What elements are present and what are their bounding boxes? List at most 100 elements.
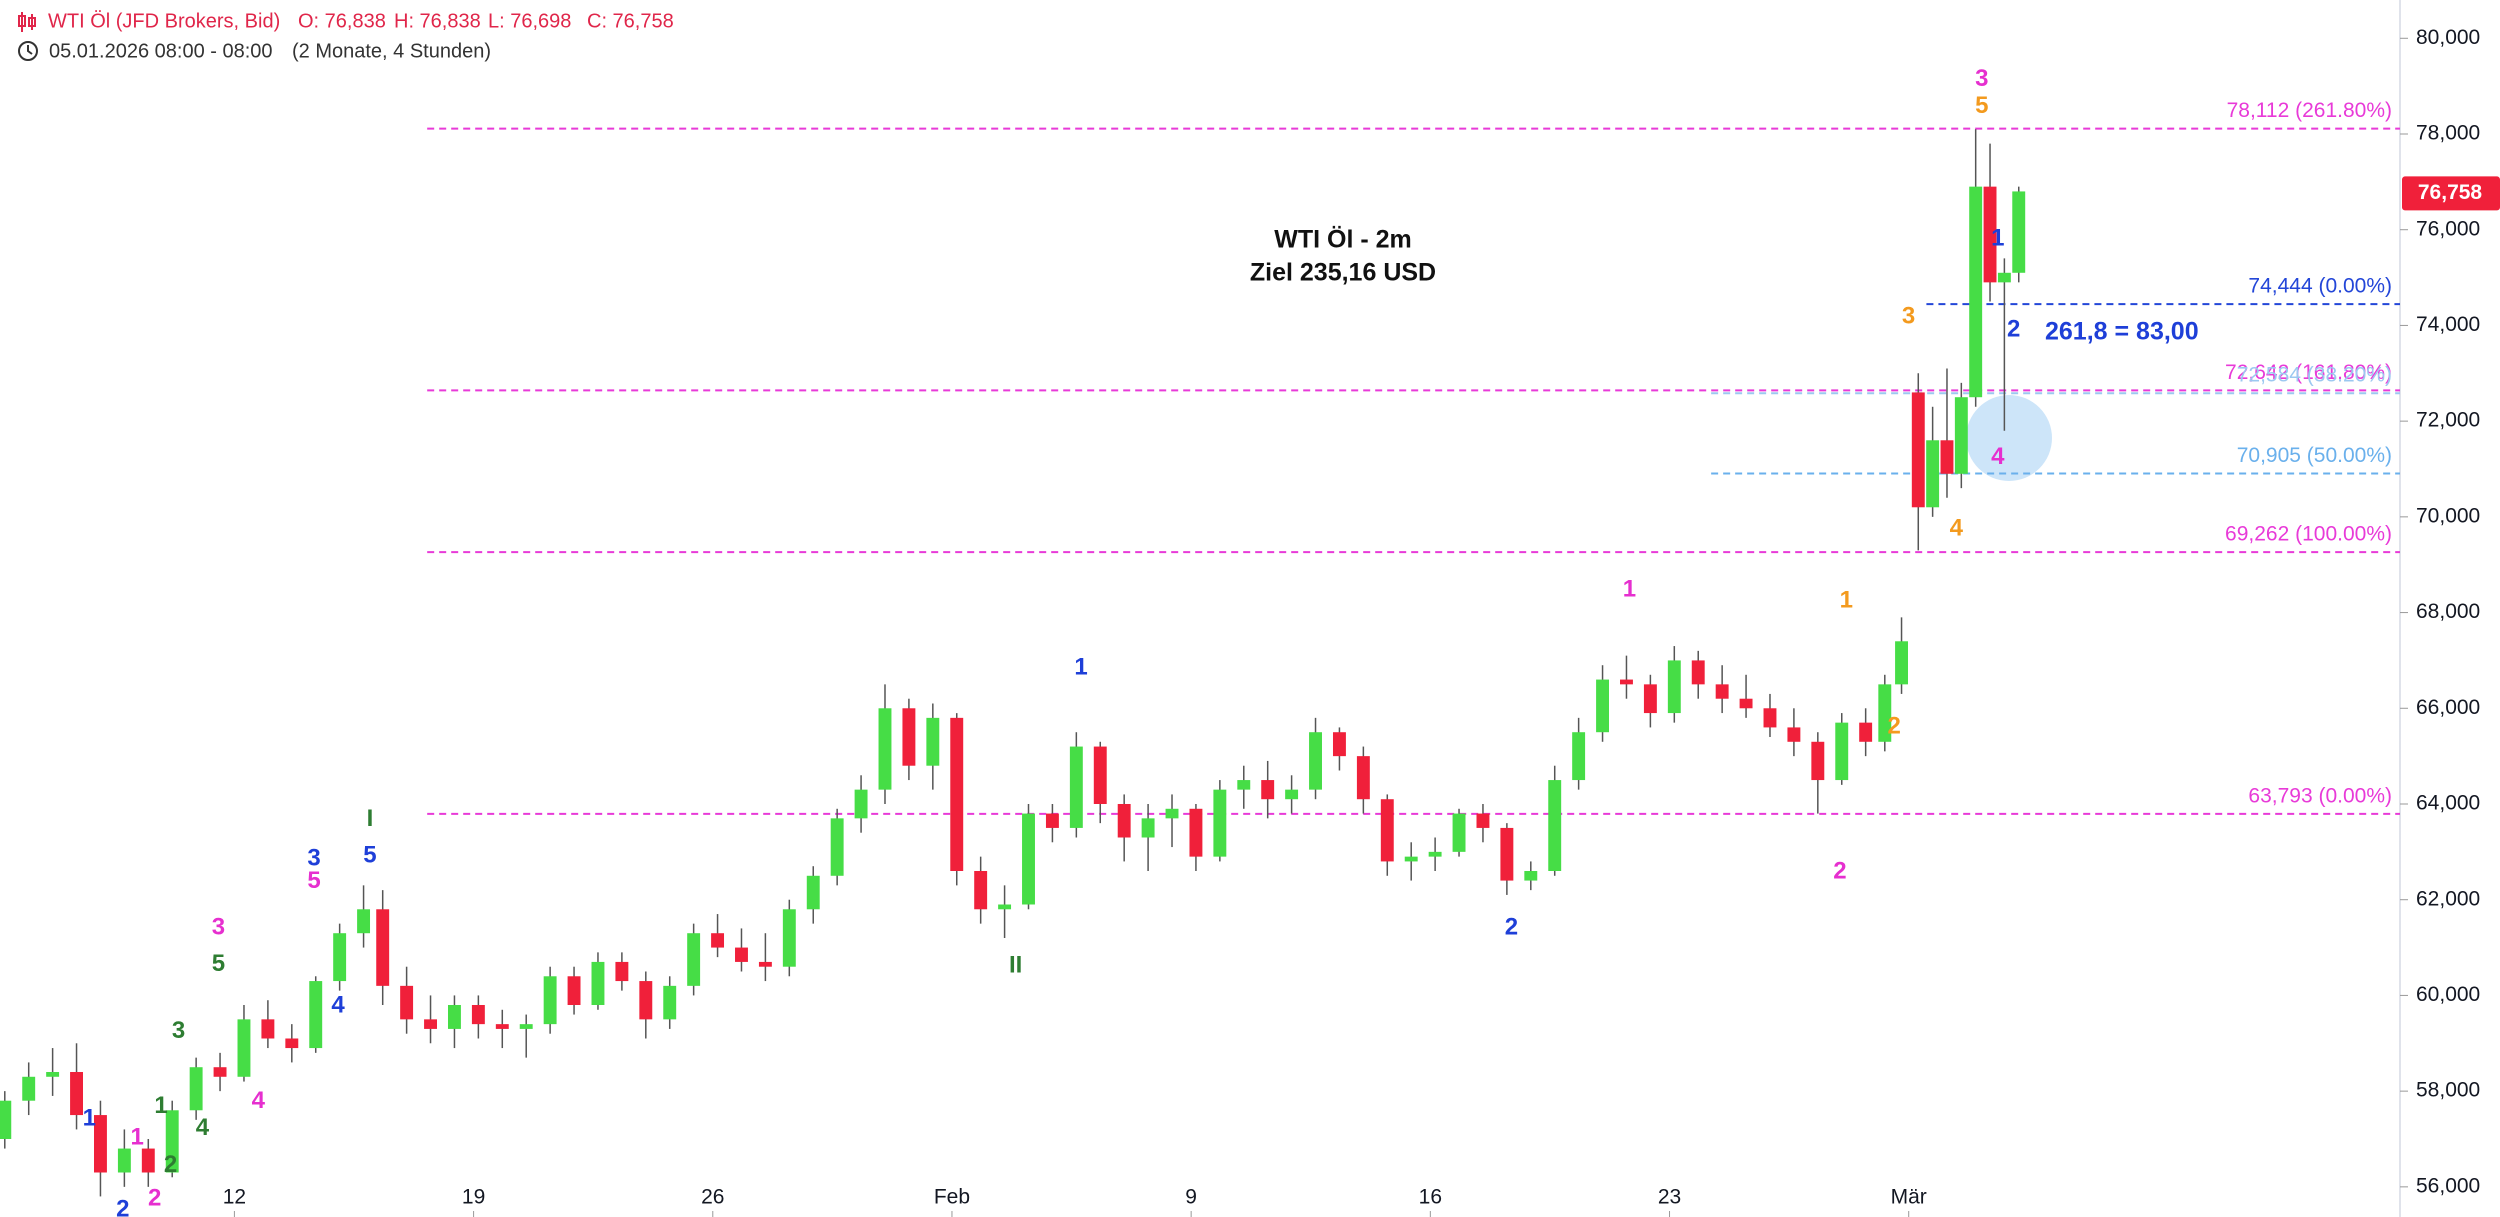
candle-body bbox=[1983, 186, 1997, 283]
candle-body bbox=[806, 875, 820, 910]
wave-label: 2 bbox=[1887, 712, 1900, 739]
candle-body bbox=[1620, 679, 1633, 685]
candle-body bbox=[1022, 813, 1035, 905]
y-tick-label: 58,000 bbox=[2416, 1079, 2480, 1102]
y-tick-label: 64,000 bbox=[2416, 792, 2480, 815]
wave-label: 2 bbox=[164, 1151, 177, 1178]
candle-body bbox=[22, 1076, 36, 1101]
candle-body bbox=[615, 961, 629, 982]
candle-body bbox=[735, 947, 748, 962]
candle-body bbox=[189, 1067, 203, 1111]
wave-label: 1 bbox=[1991, 225, 2004, 252]
wave-label: 1 bbox=[83, 1105, 96, 1132]
candle-body bbox=[1911, 392, 1925, 508]
candle-body bbox=[1500, 827, 1514, 881]
y-tick-label: 78,000 bbox=[2416, 122, 2480, 145]
ohlc-label: C: 76,758 bbox=[587, 10, 674, 32]
wave-label: 3 bbox=[172, 1017, 185, 1044]
wave-label: 3 bbox=[1975, 65, 1988, 92]
candle-body bbox=[974, 870, 988, 910]
clock-icon bbox=[18, 41, 38, 61]
y-tick-label: 60,000 bbox=[2416, 983, 2480, 1006]
wave-label: 4 bbox=[331, 991, 345, 1018]
candle-body bbox=[1093, 746, 1107, 804]
candle-body bbox=[376, 909, 390, 986]
fib-level-label: 72,642 (161.80%) bbox=[2225, 361, 2392, 384]
candle-body bbox=[854, 789, 868, 819]
ohlc-label: H: 76,838 bbox=[394, 10, 481, 32]
candle-body bbox=[357, 909, 371, 934]
chart-title: WTI Öl - 2m bbox=[1274, 225, 1412, 254]
candle-body bbox=[758, 961, 772, 967]
y-tick-label: 68,000 bbox=[2416, 600, 2480, 623]
wave-label: 1 bbox=[154, 1092, 167, 1119]
candle-body bbox=[782, 909, 796, 967]
candle-body bbox=[878, 708, 892, 790]
wave-label: II bbox=[1009, 952, 1022, 979]
wave-label: 2 bbox=[148, 1184, 161, 1211]
candle-body bbox=[400, 985, 414, 1020]
candle-body bbox=[1811, 741, 1825, 781]
candle-body bbox=[1332, 732, 1346, 757]
candle-body bbox=[46, 1071, 60, 1077]
candle-body bbox=[447, 1004, 461, 1029]
wave-label: 2 bbox=[1833, 857, 1846, 884]
candle-body bbox=[1895, 641, 1908, 685]
wave-label: 3 bbox=[307, 845, 320, 872]
candle-body bbox=[543, 976, 557, 1025]
wave-label: 4 bbox=[196, 1114, 210, 1141]
wave-label: 4 bbox=[1991, 443, 2005, 470]
wave-label: 3 bbox=[1902, 303, 1915, 330]
candle-body bbox=[1596, 679, 1610, 733]
candle-body bbox=[1428, 851, 1442, 857]
candle-body bbox=[309, 981, 323, 1049]
x-tick-label: Feb bbox=[934, 1186, 970, 1209]
candle-body bbox=[1452, 813, 1466, 852]
candle-body bbox=[1715, 684, 1729, 699]
y-tick-label: 62,000 bbox=[2416, 887, 2480, 910]
candle-body bbox=[1739, 698, 1753, 709]
x-tick-label: 26 bbox=[701, 1186, 724, 1209]
candle-body bbox=[1309, 732, 1322, 790]
candle-body bbox=[830, 818, 844, 876]
price-tag-label: 76,758 bbox=[2418, 181, 2483, 204]
candle-body bbox=[902, 708, 916, 766]
highlight-circle bbox=[1966, 395, 2052, 481]
candle-body bbox=[141, 1148, 155, 1173]
candle-body bbox=[94, 1115, 107, 1173]
candle-body bbox=[0, 1100, 12, 1139]
candle-body bbox=[1835, 722, 1849, 781]
candle-body bbox=[1045, 813, 1059, 828]
ohlc-label: L: 76,698 bbox=[488, 10, 571, 32]
wave-label: 5 bbox=[363, 842, 376, 869]
time-span: (2 Monate, 4 Stunden) bbox=[292, 40, 491, 62]
candle-body bbox=[1380, 799, 1394, 862]
candle-body bbox=[591, 961, 605, 1005]
chart-subtitle: Ziel 235,16 USD bbox=[1250, 259, 1436, 287]
symbol: WTI Öl (JFD Brokers, Bid) bbox=[48, 10, 280, 32]
candle-body bbox=[1189, 808, 1203, 857]
y-tick-label: 74,000 bbox=[2416, 313, 2480, 336]
candle-body bbox=[1524, 870, 1538, 881]
candle-body bbox=[950, 717, 964, 871]
candle-body bbox=[1878, 684, 1892, 742]
candle-body bbox=[1969, 186, 1983, 398]
candle-body bbox=[1763, 708, 1777, 728]
y-tick-label: 72,000 bbox=[2416, 409, 2480, 432]
candle-body bbox=[70, 1071, 83, 1116]
candle-body bbox=[1643, 684, 1657, 714]
x-tick-label: 12 bbox=[223, 1186, 246, 1209]
x-tick-label: 9 bbox=[1185, 1186, 1197, 1209]
x-tick-label: 16 bbox=[1419, 1186, 1442, 1209]
candle-body bbox=[926, 717, 940, 766]
wave-label: 5 bbox=[307, 867, 320, 894]
wave-label: 1 bbox=[1623, 575, 1636, 602]
candle-body bbox=[1548, 780, 1562, 871]
candle-body bbox=[1117, 803, 1131, 838]
candle-body bbox=[1476, 813, 1490, 828]
fib-level-label: 63,793 (0.00%) bbox=[2248, 784, 2392, 807]
date-range: 05.01.2026 08:00 - 08:00 bbox=[49, 40, 273, 62]
target-note: 261,8 = 83,00 bbox=[2045, 318, 2199, 346]
fib-level-label: 78,112 (261.80%) bbox=[2227, 99, 2392, 122]
